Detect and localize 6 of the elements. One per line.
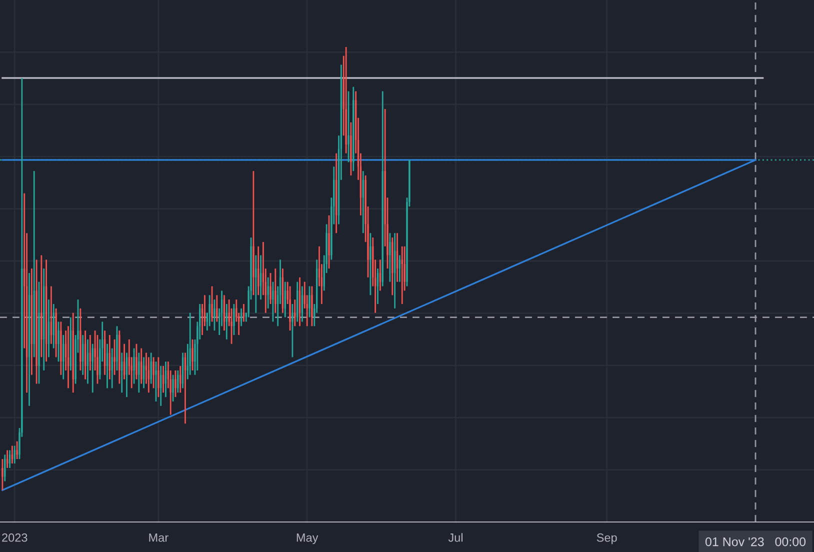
x-tick-label: Sep [596,533,617,544]
x-tick-label: Mar [149,534,168,542]
x-tick-label: Jul [448,533,462,542]
x-tick-label: 2023 [2,533,28,542]
x-tick-label: May [296,534,318,544]
ref-line-label: 01 Nov '23 00:00 [705,537,806,546]
